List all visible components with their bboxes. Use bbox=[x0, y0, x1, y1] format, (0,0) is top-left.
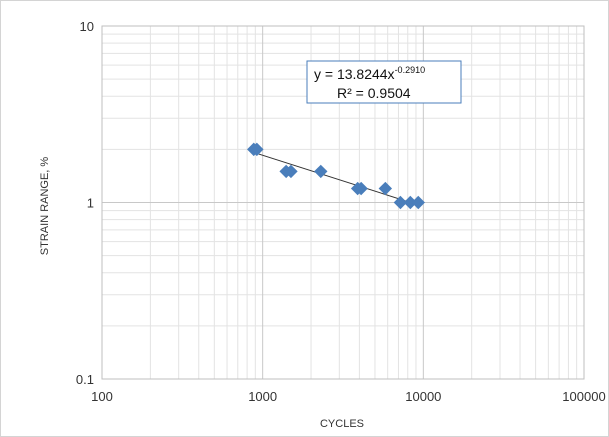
data-point-marker bbox=[411, 195, 425, 210]
x-tick-label: 10000 bbox=[405, 389, 441, 404]
x-tick-label: 100000 bbox=[562, 389, 605, 404]
y-tick-label: 1 bbox=[87, 196, 94, 211]
data-point-marker bbox=[314, 164, 328, 179]
trendline bbox=[253, 151, 419, 206]
trendline-equation: y = 13.8244x-0.2910 bbox=[314, 65, 425, 82]
x-tick-label: 100 bbox=[91, 389, 113, 404]
x-axis-title: CYCLES bbox=[320, 418, 364, 430]
data-points bbox=[247, 142, 425, 210]
x-tick-label: 1000 bbox=[248, 389, 277, 404]
equation-box-border bbox=[306, 60, 462, 104]
data-point-marker bbox=[354, 181, 368, 196]
x-axis-tick-labels: 100 1000 10000 100000 bbox=[91, 389, 606, 404]
y-tick-label: 0.1 bbox=[76, 372, 94, 387]
data-point-marker bbox=[378, 181, 393, 196]
data-point-marker bbox=[393, 195, 408, 210]
equation-base: y = 13.8244x bbox=[314, 66, 395, 82]
data-point-marker bbox=[250, 142, 264, 157]
r-squared-label: R² = 0.9504 bbox=[337, 85, 411, 101]
equation-exponent: -0.2910 bbox=[395, 65, 426, 75]
y-axis-title: STRAIN RANGE, % bbox=[39, 157, 51, 256]
plot-area-border bbox=[101, 25, 585, 380]
trendline-equation-box: y = 13.8244x-0.2910 R² = 0.9504 bbox=[306, 60, 462, 104]
data-point-marker bbox=[284, 164, 298, 179]
y-tick-label: 10 bbox=[80, 19, 94, 34]
y-axis-tick-labels: 0.1 1 10 bbox=[76, 19, 94, 387]
